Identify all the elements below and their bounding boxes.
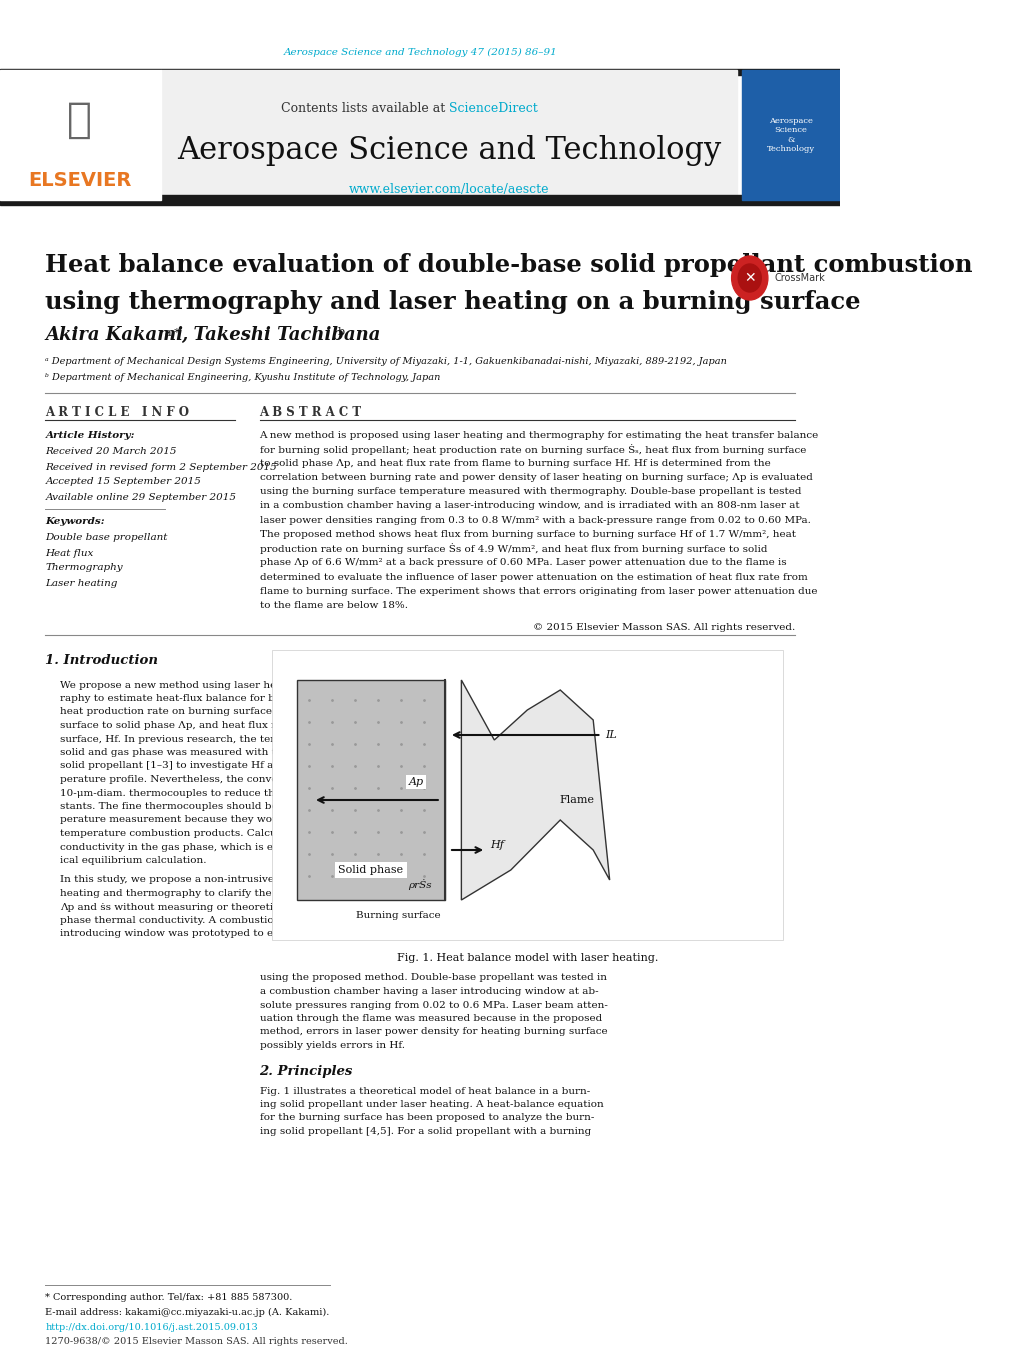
Text: solid propellant [1–3] to investigate Hf and Λp from the tem-: solid propellant [1–3] to investigate Hf… <box>60 762 379 770</box>
Text: Aerospace
Science
&
Technology: Aerospace Science & Technology <box>766 118 814 153</box>
Text: perature profile. Nevertheless, the conventional method requires: perature profile. Nevertheless, the conv… <box>60 775 405 784</box>
Text: surface to solid phase Λp, and heat flux rate from flame to burning: surface to solid phase Λp, and heat flux… <box>60 721 412 730</box>
Text: ing solid propellant [4,5]. For a solid propellant with a burning: ing solid propellant [4,5]. For a solid … <box>259 1127 590 1136</box>
Text: Accepted 15 September 2015: Accepted 15 September 2015 <box>45 477 201 486</box>
Text: © 2015 Elsevier Masson SAS. All rights reserved.: © 2015 Elsevier Masson SAS. All rights r… <box>532 623 794 632</box>
Text: phase thermal conductivity. A combustion chamber with a laser-: phase thermal conductivity. A combustion… <box>60 916 398 925</box>
Text: ✕: ✕ <box>743 272 755 285</box>
Text: We propose a new method using laser heating and thermog-: We propose a new method using laser heat… <box>60 681 377 689</box>
Text: using the burning surface temperature measured with thermography. Double-base pr: using the burning surface temperature me… <box>259 488 800 496</box>
Text: Received 20 March 2015: Received 20 March 2015 <box>45 447 176 457</box>
Text: 2. Principles: 2. Principles <box>259 1065 353 1078</box>
Text: perature measurement because they would be damaged by high: perature measurement because they would … <box>60 816 398 824</box>
Text: CrossMark: CrossMark <box>773 273 824 282</box>
Text: 10-μm-diam. thermocouples to reduce thermodynamic time con-: 10-μm-diam. thermocouples to reduce ther… <box>60 789 398 797</box>
Text: for burning solid propellant; heat production rate on burning surface Ṡₛ, heat f: for burning solid propellant; heat produ… <box>259 443 805 455</box>
Bar <box>297 680 444 900</box>
Text: solid and gas phase was measured with thermocouples in burning: solid and gas phase was measured with th… <box>60 748 408 757</box>
Text: method, errors in laser power density for heating burning surface: method, errors in laser power density fo… <box>259 1028 606 1036</box>
Text: Heat balance evaluation of double-base solid propellant combustion: Heat balance evaluation of double-base s… <box>45 253 972 277</box>
Text: in a combustion chamber having a laser-introducing window, and is irradiated wit: in a combustion chamber having a laser-i… <box>259 501 798 511</box>
Text: surface, Hf. In previous research, the temperature distribution in: surface, Hf. In previous research, the t… <box>60 735 404 743</box>
Text: Burning surface: Burning surface <box>356 911 440 920</box>
Text: Aerospace Science and Technology: Aerospace Science and Technology <box>176 135 720 166</box>
Text: Hf: Hf <box>490 840 503 850</box>
Text: 1270-9638/© 2015 Elsevier Masson SAS. All rights reserved.: 1270-9638/© 2015 Elsevier Masson SAS. Al… <box>45 1337 347 1347</box>
Text: possibly yields errors in Hf.: possibly yields errors in Hf. <box>259 1042 405 1050</box>
Text: Solid phase: Solid phase <box>338 865 403 875</box>
Text: conductivity in the gas phase, which is evaluated from the chem-: conductivity in the gas phase, which is … <box>60 843 401 851</box>
Text: Thermography: Thermography <box>45 563 123 573</box>
Text: b: b <box>337 327 344 336</box>
Bar <box>0 70 161 200</box>
Text: solute pressures ranging from 0.02 to 0.6 MPa. Laser beam atten-: solute pressures ranging from 0.02 to 0.… <box>259 1001 606 1009</box>
Text: determined to evaluate the influence of laser power attenuation on the estimatio: determined to evaluate the influence of … <box>259 573 806 581</box>
Text: , Takeshi Tachibana: , Takeshi Tachibana <box>181 326 380 345</box>
Text: to the flame are below 18%.: to the flame are below 18%. <box>259 601 408 609</box>
Text: to solid phase Λp, and heat flux rate from flame to burning surface Hf. Hf is de: to solid phase Λp, and heat flux rate fr… <box>259 459 769 467</box>
Text: 1. Introduction: 1. Introduction <box>45 654 158 666</box>
Bar <box>272 650 782 940</box>
Text: A B S T R A C T: A B S T R A C T <box>259 407 362 420</box>
Text: A R T I C L E   I N F O: A R T I C L E I N F O <box>45 407 190 420</box>
Text: a,*: a,* <box>165 327 180 336</box>
Text: Λp and ṡs without measuring or theoretically estimating gas-: Λp and ṡs without measuring or theoretic… <box>60 902 381 912</box>
Text: production rate on burning surface Ṡs of 4.9 W/mm², and heat flux from burning s: production rate on burning surface Ṡs of… <box>259 543 766 554</box>
Text: Double base propellant: Double base propellant <box>45 534 167 543</box>
Circle shape <box>731 255 767 300</box>
Text: for the burning surface has been proposed to analyze the burn-: for the burning surface has been propose… <box>259 1113 593 1123</box>
Text: phase Λp of 6.6 W/mm² at a back pressure of 0.60 MPa. Laser power attenuation du: phase Λp of 6.6 W/mm² at a back pressure… <box>259 558 786 567</box>
Text: In this study, we propose a non-intrusive method using laser: In this study, we propose a non-intrusiv… <box>60 875 378 885</box>
Text: A new method is proposed using laser heating and thermography for estimating the: A new method is proposed using laser hea… <box>259 431 818 439</box>
Bar <box>0 69 840 76</box>
Text: ical equilibrium calculation.: ical equilibrium calculation. <box>60 857 207 865</box>
Text: 🏛: 🏛 <box>67 99 93 141</box>
Text: Ap: Ap <box>408 777 423 788</box>
Text: stants. The fine thermocouples should be replaced after each tem-: stants. The fine thermocouples should be… <box>60 802 410 811</box>
Text: temperature combustion products. Calculating Hf requires thermal: temperature combustion products. Calcula… <box>60 830 415 838</box>
Text: Available online 29 September 2015: Available online 29 September 2015 <box>45 493 236 501</box>
Text: Fig. 1. Heat balance model with laser heating.: Fig. 1. Heat balance model with laser he… <box>396 952 657 963</box>
Text: The proposed method shows heat flux from burning surface to burning surface Hf o: The proposed method shows heat flux from… <box>259 530 795 539</box>
Text: * Corresponding author. Tel/fax: +81 885 587300.: * Corresponding author. Tel/fax: +81 885… <box>45 1293 292 1302</box>
Text: Keywords:: Keywords: <box>45 517 105 527</box>
Text: heating and thermography to clarify the thermal balance: Hf,: heating and thermography to clarify the … <box>60 889 383 898</box>
Text: Flame: Flame <box>558 794 594 805</box>
Text: ELSEVIER: ELSEVIER <box>29 170 131 189</box>
Text: Fig. 1 illustrates a theoretical model of heat balance in a burn-: Fig. 1 illustrates a theoretical model o… <box>259 1086 589 1096</box>
Text: Akira Kakami: Akira Kakami <box>45 326 183 345</box>
Text: Contents lists available at: Contents lists available at <box>280 101 448 115</box>
Bar <box>0 195 840 205</box>
Text: http://dx.doi.org/10.1016/j.ast.2015.09.013: http://dx.doi.org/10.1016/j.ast.2015.09.… <box>45 1324 258 1332</box>
Bar <box>161 70 737 200</box>
Text: laser power densities ranging from 0.3 to 0.8 W/mm² with a back-pressure range f: laser power densities ranging from 0.3 t… <box>259 516 810 524</box>
Text: Article History:: Article History: <box>45 431 135 439</box>
Bar <box>741 70 840 200</box>
Circle shape <box>738 263 760 292</box>
Text: flame to burning surface. The experiment shows that errors originating from lase: flame to burning surface. The experiment… <box>259 586 816 596</box>
Text: www.elsevier.com/locate/aescte: www.elsevier.com/locate/aescte <box>348 184 549 196</box>
Text: using the proposed method. Double-base propellant was tested in: using the proposed method. Double-base p… <box>259 974 606 982</box>
Text: correlation between burning rate and power density of laser heating on burning s: correlation between burning rate and pow… <box>259 473 811 482</box>
Text: uation through the flame was measured because in the proposed: uation through the flame was measured be… <box>259 1015 601 1023</box>
Text: Received in revised form 2 September 2015: Received in revised form 2 September 201… <box>45 462 277 471</box>
Text: using thermography and laser heating on a burning surface: using thermography and laser heating on … <box>45 290 860 313</box>
Text: introducing window was prototyped to evaluate the heat balance: introducing window was prototyped to eva… <box>60 929 403 939</box>
Text: Aerospace Science and Technology 47 (2015) 86–91: Aerospace Science and Technology 47 (201… <box>283 47 556 57</box>
Polygon shape <box>461 680 609 900</box>
Text: ρrṠs: ρrṠs <box>408 880 432 890</box>
Text: heat production rate on burning surface ṡs, heat flux from burning: heat production rate on burning surface … <box>60 708 412 716</box>
Text: raphy to estimate heat-flux balance for burning solid propellant;: raphy to estimate heat-flux balance for … <box>60 694 399 703</box>
Text: E-mail address: kakami@cc.miyazaki-u.ac.jp (A. Kakami).: E-mail address: kakami@cc.miyazaki-u.ac.… <box>45 1308 329 1317</box>
Text: Heat flux: Heat flux <box>45 549 94 558</box>
Text: IL: IL <box>605 730 616 740</box>
Text: Laser heating: Laser heating <box>45 578 117 588</box>
Text: ᵃ Department of Mechanical Design Systems Engineering, University of Miyazaki, 1: ᵃ Department of Mechanical Design System… <box>45 358 727 366</box>
Text: a combustion chamber having a laser introducing window at ab-: a combustion chamber having a laser intr… <box>259 988 597 996</box>
Text: ScienceDirect: ScienceDirect <box>448 101 537 115</box>
Text: ing solid propellant under laser heating. A heat-balance equation: ing solid propellant under laser heating… <box>259 1100 602 1109</box>
Text: ᵇ Department of Mechanical Engineering, Kyushu Institute of Technology, Japan: ᵇ Department of Mechanical Engineering, … <box>45 373 440 381</box>
